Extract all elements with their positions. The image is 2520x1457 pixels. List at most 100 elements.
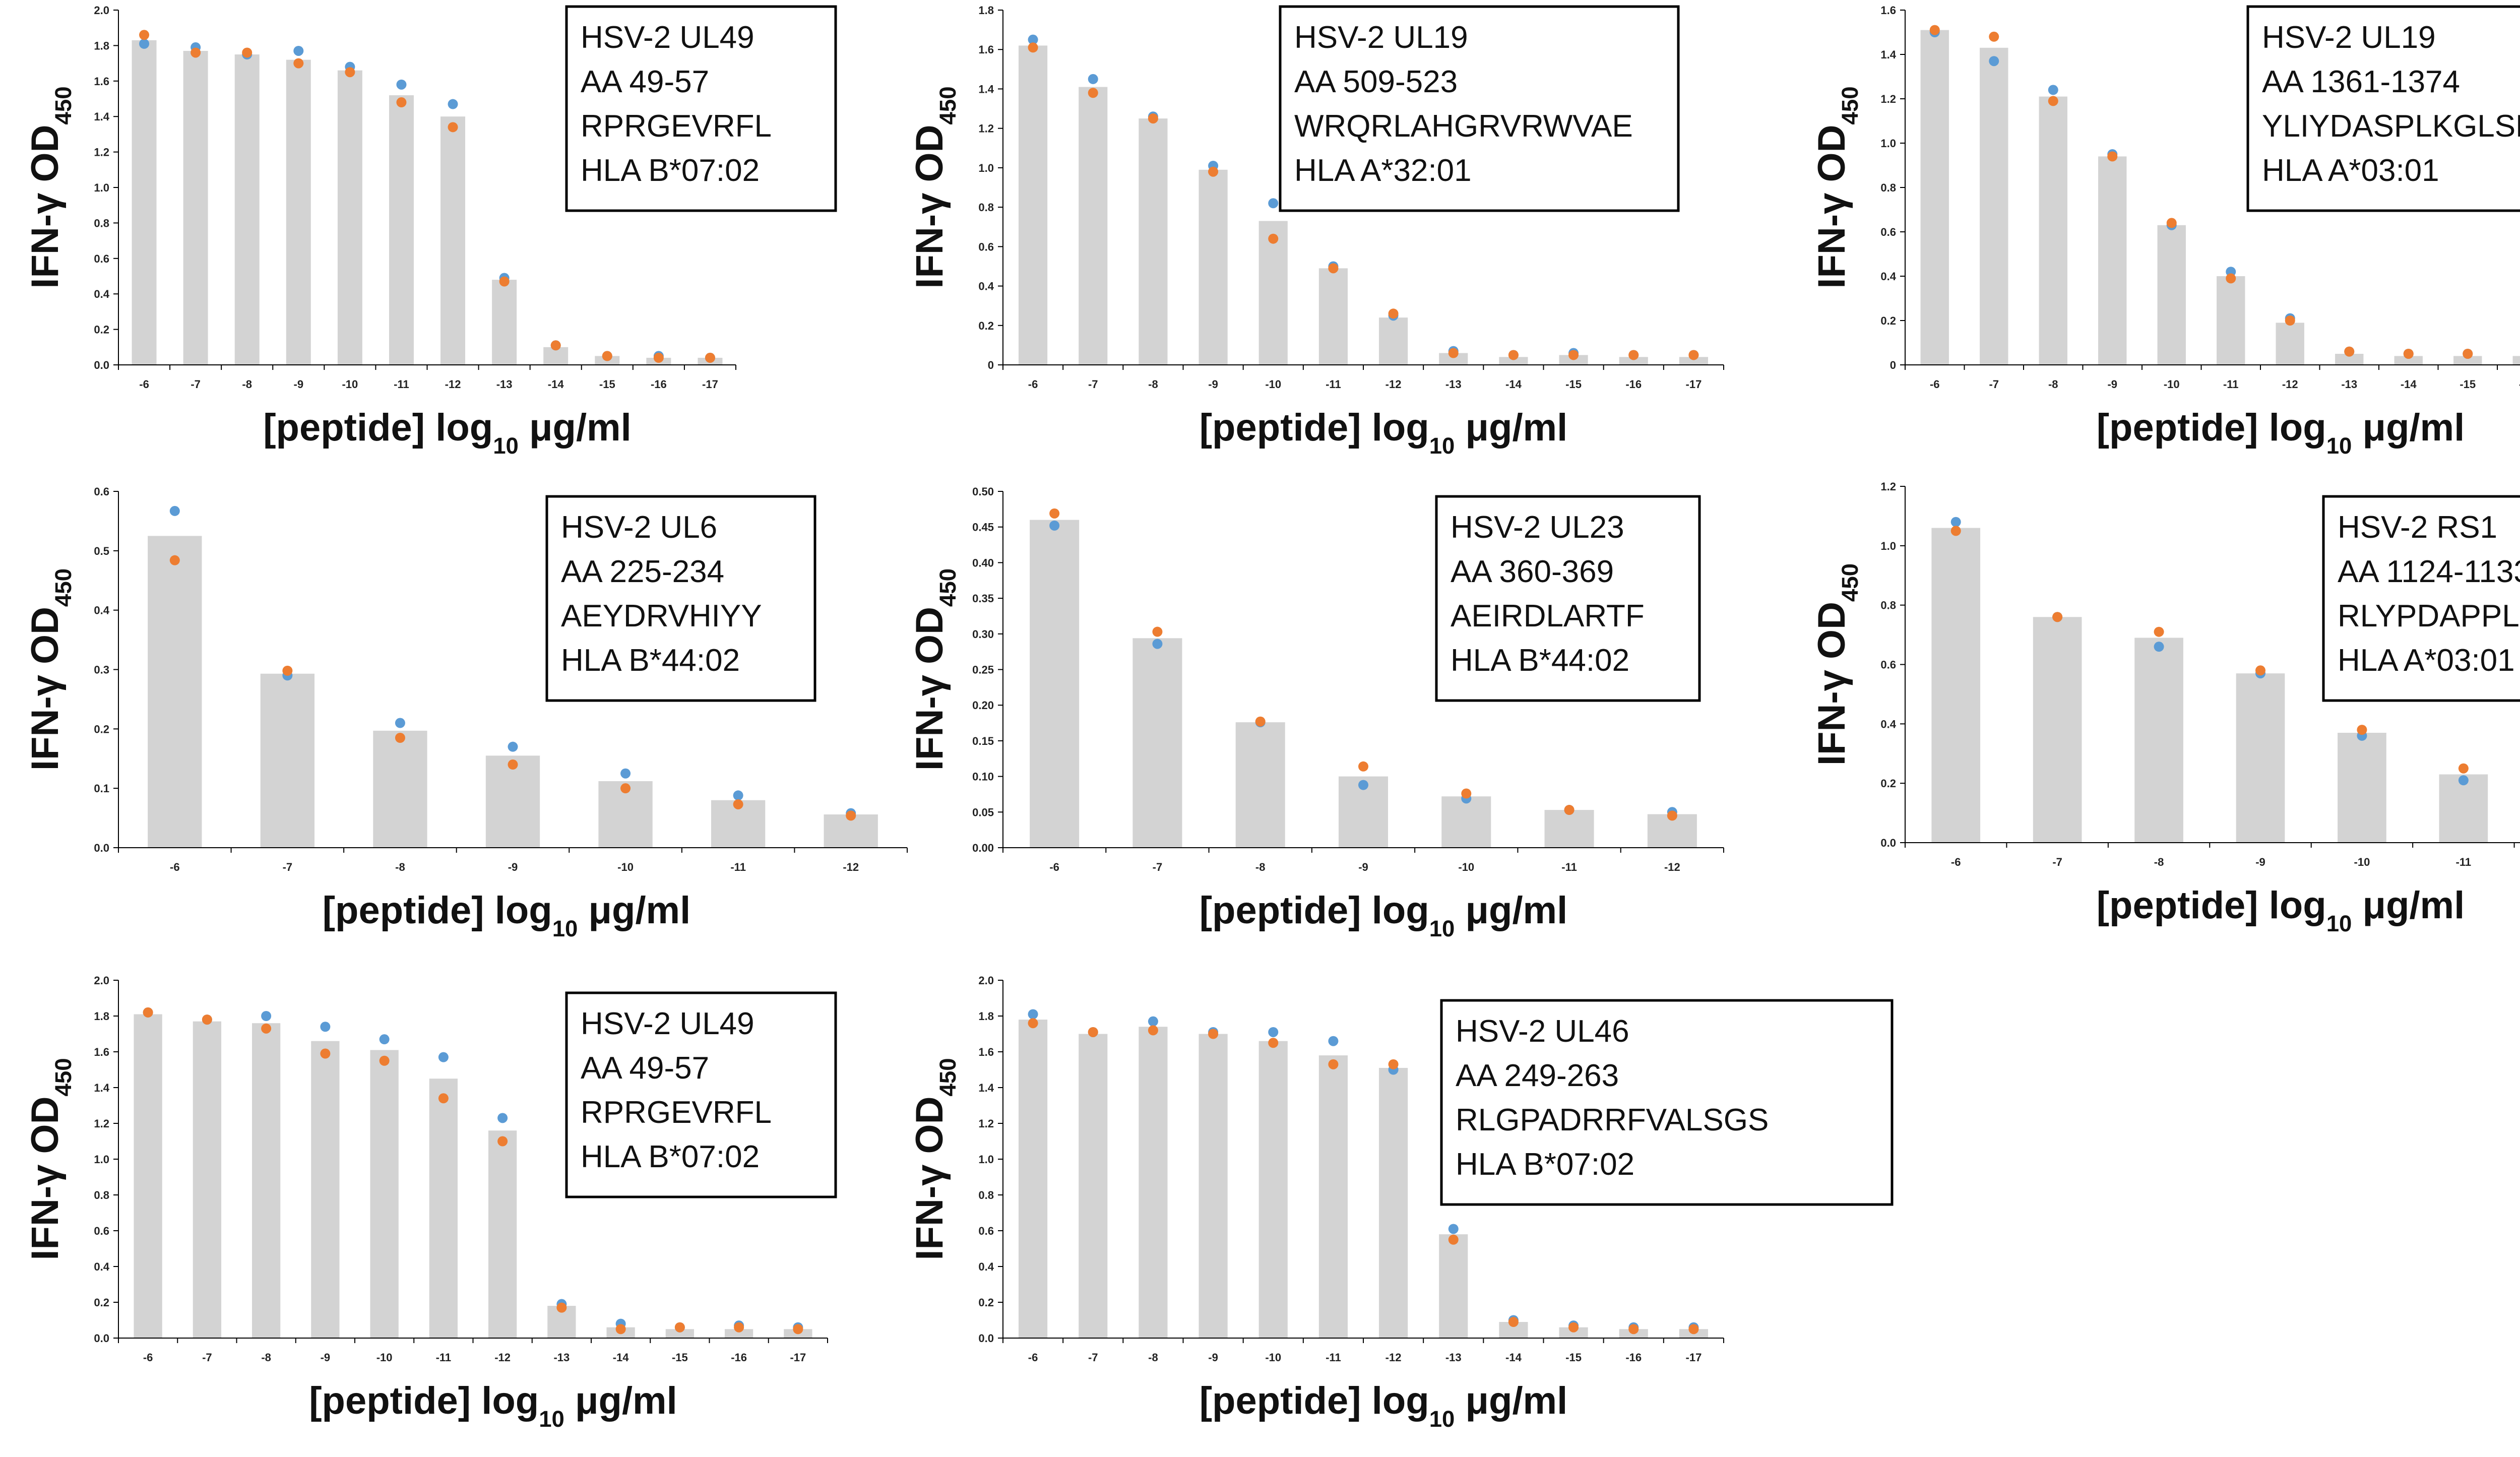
x-tick-label: -14: [613, 1351, 629, 1364]
data-point: [396, 97, 407, 108]
data-point: [1148, 1025, 1158, 1036]
bar: [485, 755, 540, 848]
x-tick-label: -8: [261, 1351, 271, 1364]
bar: [1199, 169, 1228, 365]
info-box-line: AEYDRVHIYY: [561, 599, 762, 634]
y-tick-label: 1.0: [94, 1153, 109, 1166]
y-tick-label: 0.30: [972, 628, 994, 641]
info-box-line: HLA B*07:02: [581, 153, 760, 188]
bar: [311, 1041, 340, 1338]
y-tick-label: 0.2: [978, 320, 994, 332]
y-tick-label: 0.5: [94, 545, 109, 557]
data-point: [261, 1011, 272, 1021]
x-tick-label: -11: [1561, 861, 1577, 873]
y-tick-label: 0.4: [94, 1260, 109, 1273]
x-tick-label: -15: [599, 378, 615, 391]
data-point: [1950, 517, 1961, 527]
data-point: [139, 38, 150, 49]
bar: [1018, 1020, 1048, 1338]
y-tick-label: 1.4: [94, 110, 109, 123]
data-point: [1268, 198, 1279, 209]
data-point: [169, 555, 180, 565]
x-tick-label: -14: [1505, 378, 1522, 391]
data-point: [139, 30, 150, 40]
y-tick-label: 1.8: [978, 4, 994, 17]
chart-panel: 0.0 0.1 0.2 0.3 0.4 0.5 0.6 -6 -7 -8 -9 -10 -11 -12 IF…: [24, 485, 908, 941]
y-tick-label: 0.6: [978, 1225, 994, 1237]
data-point: [1152, 626, 1163, 637]
info-box: [545, 495, 816, 702]
info-box-line: HLA B*07:02: [581, 1139, 760, 1174]
data-point: [1461, 788, 1472, 799]
info-box-line: HLA B*44:02: [1451, 643, 1629, 678]
data-point: [1268, 233, 1279, 244]
x-tick-label: -14: [1505, 1351, 1522, 1364]
y-tick-label: 0.3: [94, 664, 109, 676]
y-tick-label: 1.2: [1880, 93, 1896, 105]
x-tick-label: -13: [1445, 1351, 1462, 1364]
x-tick-label: -7: [2052, 856, 2062, 868]
bar: [1499, 357, 1528, 365]
x-tick-label: -10: [617, 861, 634, 873]
y-tick-label: 0.35: [972, 592, 994, 605]
x-tick-label: -9: [508, 861, 518, 873]
x-tick-label: -15: [1565, 1351, 1582, 1364]
data-point: [169, 505, 180, 516]
data-point: [1667, 810, 1677, 821]
y-tick-label: 0.2: [94, 1296, 109, 1309]
info-box-line: AA 49-57: [581, 1051, 709, 1086]
info-box-line: HLA A*03:01: [2262, 153, 2439, 188]
x-tick-label: -12: [1385, 1351, 1402, 1364]
data-point: [1049, 508, 1060, 519]
y-tick-label: 0.6: [1880, 659, 1896, 671]
data-point: [1929, 25, 1940, 35]
data-point: [1388, 308, 1399, 319]
x-tick-label: -6: [1028, 378, 1038, 391]
x-tick-label: -11: [2223, 378, 2239, 391]
data-point: [1152, 639, 1163, 649]
info-box-line: RPRGEVRFL: [581, 109, 772, 144]
x-tick-label: -7: [1989, 378, 1999, 391]
x-tick-label: -12: [445, 378, 461, 391]
y-tick-label: 1.2: [94, 146, 109, 159]
data-point: [438, 1093, 449, 1104]
bar: [1318, 1055, 1348, 1338]
y-tick-label: 0.8: [978, 201, 994, 214]
data-point: [1049, 520, 1060, 531]
data-point: [1328, 1036, 1339, 1046]
data-point: [620, 783, 631, 794]
data-point: [2048, 85, 2058, 95]
data-point: [1564, 805, 1574, 815]
bar: [389, 95, 414, 365]
data-point: [556, 1302, 567, 1313]
bar: [286, 59, 311, 365]
y-tick-label: 0.0: [94, 842, 109, 854]
y-tick-label: 1.0: [1880, 137, 1896, 150]
data-point: [2166, 218, 2177, 228]
bar: [2134, 638, 2183, 843]
y-tick-label: 0.8: [978, 1189, 994, 1201]
y-tick-label: 0.8: [94, 1189, 109, 1201]
data-point: [1268, 1038, 1279, 1048]
y-tick-label: 1.0: [978, 162, 994, 174]
y-tick-label: 0.4: [94, 288, 109, 300]
x-tick-label: -13: [553, 1351, 570, 1364]
chart-panel: 0.00 0.05 0.10 0.15 0.20 0.25 0.30 0.35 0.40 0.45…: [908, 485, 1724, 941]
y-tick-label: 2.0: [978, 974, 994, 987]
x-axis-title: [peptide] log10 μg/ml: [1200, 889, 1568, 941]
info-box-line: HLA A*03:01: [2338, 643, 2515, 678]
info-box-line: HSV-2 RS1: [2338, 510, 2497, 545]
y-tick-label: 0.2: [94, 324, 109, 336]
x-tick-label: -7: [202, 1351, 212, 1364]
bar: [373, 730, 427, 848]
bar: [148, 536, 202, 848]
bar: [1378, 318, 1408, 365]
y-axis-title: IFN-γ OD450: [908, 86, 961, 288]
data-point: [345, 67, 355, 78]
data-point: [1508, 350, 1519, 360]
data-point: [620, 768, 631, 779]
y-axis-title: IFN-γ OD450: [1810, 563, 1863, 766]
data-point: [1448, 348, 1459, 358]
y-tick-label: 0.2: [978, 1296, 994, 1309]
x-axis-title: [peptide] log10 μg/ml: [323, 889, 691, 941]
